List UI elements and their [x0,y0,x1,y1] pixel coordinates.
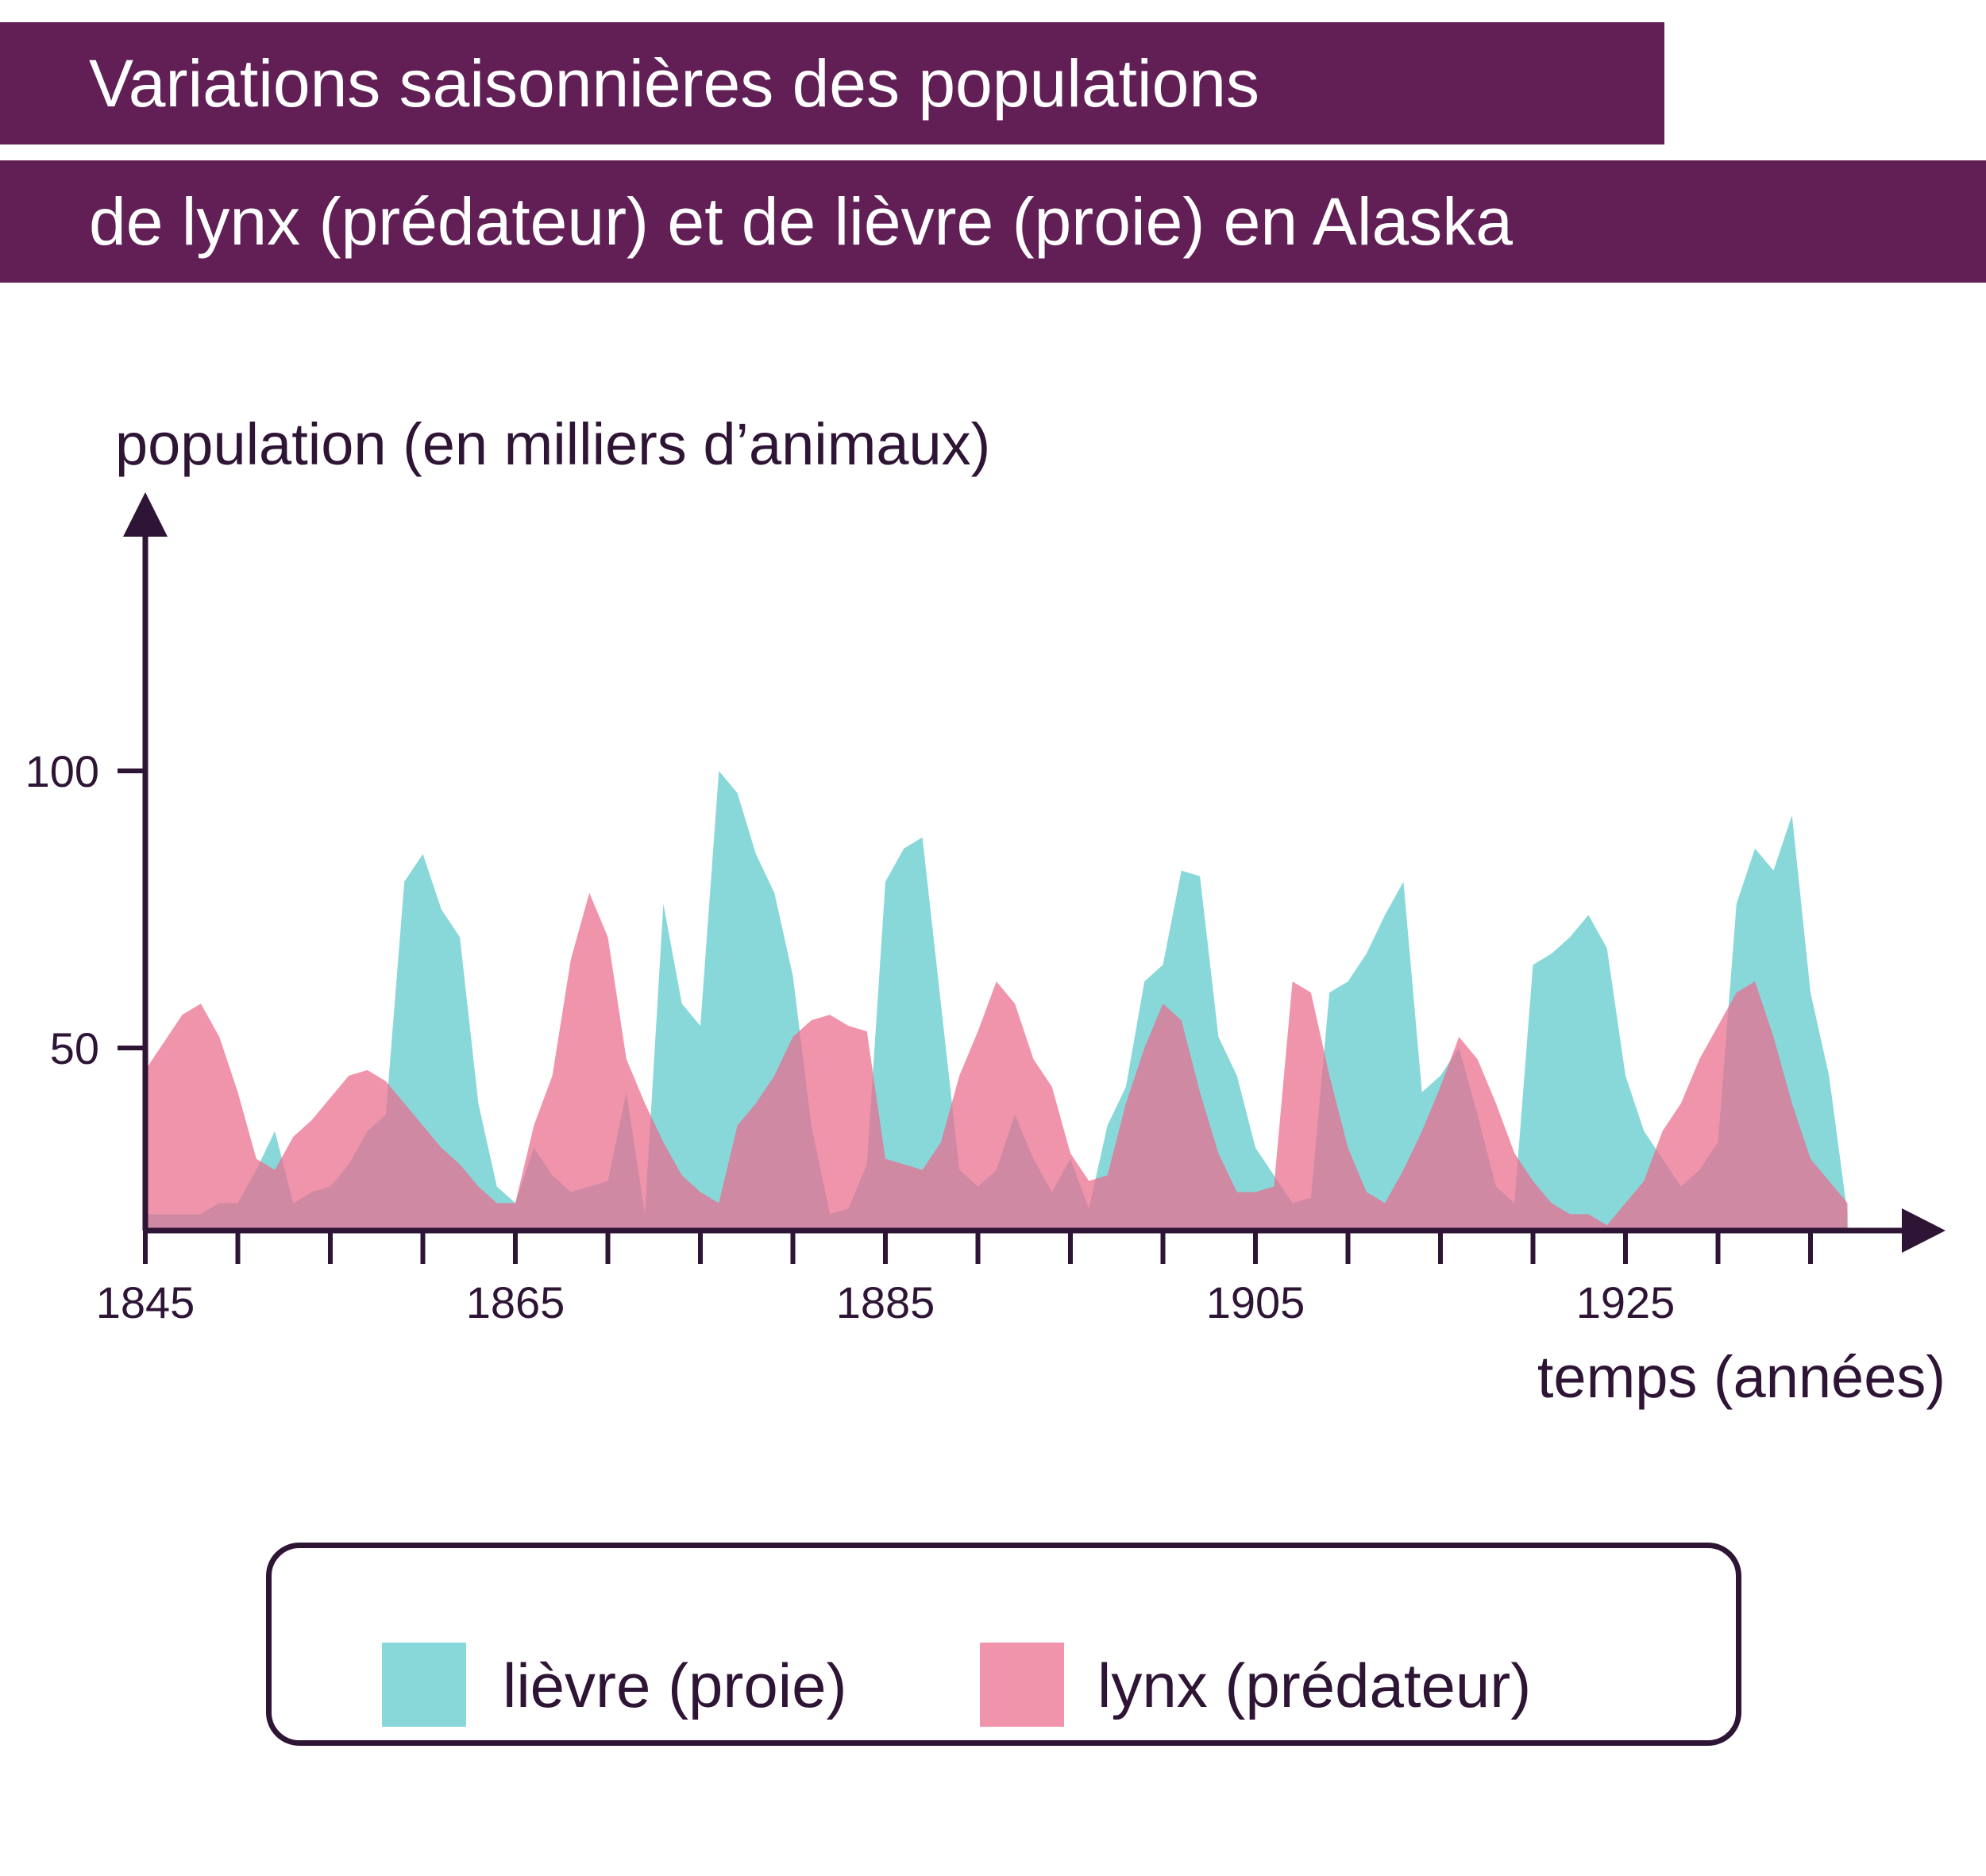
x-axis-arrow-icon [1902,1208,1946,1253]
chart-title-line-1-text: Variations saisonnières des populations [89,46,1260,121]
x-tick-label: 1905 [1206,1277,1305,1327]
chart-ticks: 1845 1865 1885 1905 1925 100 50 [25,746,1813,1327]
legend-label-lynx: lynx (prédateur) [1097,1651,1532,1720]
legend [266,1543,1741,1746]
y-tick-label: 100 [25,746,99,796]
x-tick-label: 1845 [96,1277,195,1327]
area-hare [145,771,1848,1231]
chart-series-areas [145,771,1848,1231]
series-lynx [145,892,1848,1231]
chart-axes [123,492,1946,1253]
chart-title-line-2-text: de lynx (prédateur) et de lièvre (proie)… [89,184,1513,259]
series-hare [145,771,1848,1231]
y-tick-label: 50 [50,1023,99,1073]
chart-title-line-1: Variations saisonnières des populations [0,22,1664,144]
x-axis-label: temps (années) [1537,1344,1946,1410]
x-tick-label: 1885 [836,1277,935,1327]
x-tick-label: 1925 [1576,1277,1676,1327]
area-lynx [145,892,1848,1231]
x-tick-label: 1865 [466,1277,565,1327]
y-axis-arrow-icon [123,492,168,537]
legend-swatch-lynx [980,1643,1064,1727]
chart-title-line-2: de lynx (prédateur) et de lièvre (proie)… [0,160,1986,283]
legend-swatch-hare [382,1643,466,1727]
legend-label-hare: lièvre (proie) [503,1651,847,1720]
y-axis-label: population (en milliers d’animaux) [115,411,990,477]
